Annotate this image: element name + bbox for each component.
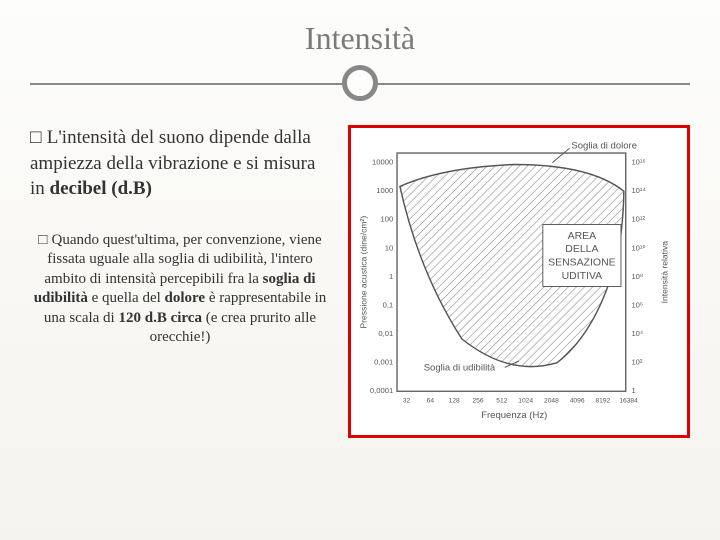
chart-container: AREA DELLA SENSAZIONE UDITIVA Soglia di … (348, 125, 690, 438)
para2-b3: 120 d.B circa (118, 310, 201, 326)
y-tick: 1 (389, 272, 393, 281)
y-tick: 0,0001 (370, 386, 393, 395)
bullet-icon: □ (38, 231, 51, 248)
x-tick: 4096 (570, 398, 585, 405)
y-tick: 1000 (376, 186, 393, 195)
x-tick: 128 (449, 398, 460, 405)
y-tick-r: 10⁴ (631, 329, 643, 338)
x-axis-label: Frequenza (Hz) (481, 410, 547, 421)
y-right-label: Intensità relativa (660, 241, 670, 304)
upper-threshold-label: Soglia di dolore (571, 140, 637, 151)
y-tick-r: 10⁸ (631, 272, 643, 281)
y-tick: 0,001 (374, 358, 393, 367)
title-area: Intensità (30, 20, 690, 105)
x-tick: 32 (403, 398, 411, 405)
x-tick: 1024 (518, 398, 533, 405)
slide: Intensità □ L'intensità del suono dipend… (0, 0, 720, 540)
slide-title: Intensità (30, 20, 690, 57)
hearing-chart: AREA DELLA SENSAZIONE UDITIVA Soglia di … (357, 134, 681, 429)
paragraph-2: □ Quando quest'ultima, per convenzione, … (30, 230, 330, 348)
x-tick: 16384 (619, 398, 638, 405)
lower-threshold-label: Soglia di udibilità (424, 362, 496, 373)
y-tick-r: 1 (631, 386, 635, 395)
y-right-ticks: 10¹⁶ 10¹⁴ 10¹² 10¹⁰ 10⁸ 10⁶ 10⁴ 10² 1 (631, 157, 645, 395)
divider (30, 65, 690, 105)
y-tick: 100 (381, 215, 394, 224)
y-tick-r: 10¹² (631, 215, 645, 224)
y-tick: 0,01 (378, 329, 393, 338)
x-tick: 64 (427, 398, 435, 405)
y-tick-r: 10² (631, 358, 642, 367)
area-label-2: DELLA (565, 244, 598, 255)
x-tick: 8192 (595, 398, 610, 405)
para2-b2: dolore (165, 290, 206, 306)
bullet-icon: □ (30, 127, 47, 148)
area-label-4: UDITIVA (562, 271, 603, 282)
y-tick-r: 10¹⁰ (631, 243, 645, 252)
content-row: □ L'intensità del suono dipende dalla am… (30, 125, 690, 438)
y-left-ticks: 10000 1000 100 10 1 0,1 0,01 0,001 0,000… (370, 157, 393, 395)
y-tick-r: 10⁶ (631, 300, 643, 309)
divider-circle-icon (342, 65, 378, 101)
x-tick: 2048 (544, 398, 559, 405)
y-tick: 10000 (372, 157, 393, 166)
para1-bold: decibel (d.B) (50, 178, 152, 199)
y-tick-r: 10¹⁶ (631, 157, 645, 166)
x-tick: 512 (496, 398, 507, 405)
y-tick: 0,1 (383, 300, 394, 309)
area-label-3: SENSAZIONE (548, 258, 615, 269)
y-tick: 10 (385, 243, 393, 252)
area-label-1: AREA (568, 231, 597, 242)
text-column: □ L'intensità del suono dipende dalla am… (30, 125, 330, 348)
paragraph-1: □ L'intensità del suono dipende dalla am… (30, 125, 330, 202)
x-ticks: 32 64 128 256 512 1024 2048 4096 8192 16… (403, 398, 638, 405)
y-tick-r: 10¹⁴ (631, 186, 645, 195)
para2-t2: e quella del (88, 290, 165, 306)
y-left-label: Pressione acustica (dine/cm²) (359, 216, 369, 329)
x-tick: 256 (472, 398, 483, 405)
upper-arrow (552, 148, 569, 162)
